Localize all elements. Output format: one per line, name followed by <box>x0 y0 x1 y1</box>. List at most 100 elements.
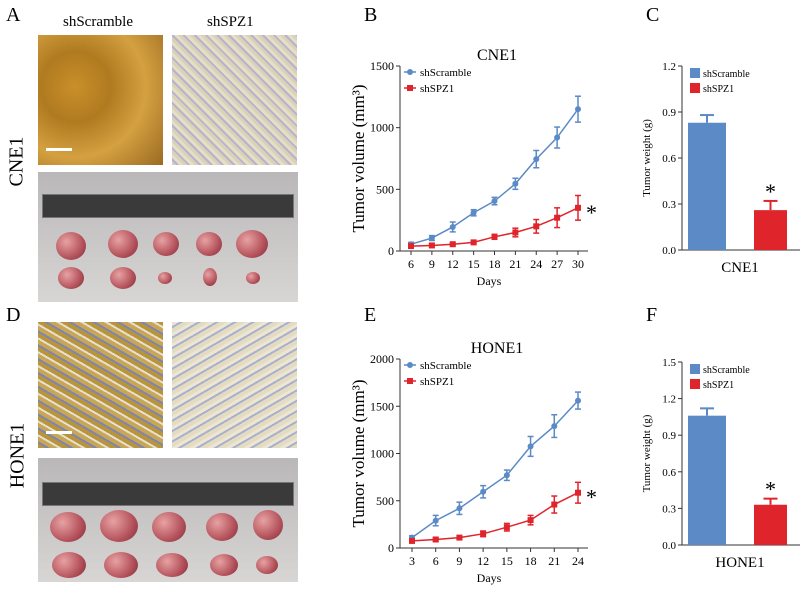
x-tick-label: 12 <box>447 257 459 271</box>
tumor <box>158 272 172 284</box>
x-tick-label: 15 <box>468 257 480 271</box>
legend-label: shSPZ1 <box>420 83 454 95</box>
significance-asterisk: * <box>765 477 776 502</box>
data-point <box>503 524 510 531</box>
y-tick-label: 500 <box>376 494 394 508</box>
legend-marker <box>407 69 413 75</box>
ihc-image-cne1-shspz1 <box>172 35 297 165</box>
ihc-image-hone1-shscramble <box>38 322 163 448</box>
data-point <box>491 198 498 205</box>
series-line-shSPZ1 <box>410 207 579 247</box>
tumor <box>196 232 222 256</box>
tumor <box>56 232 86 260</box>
tumor <box>236 230 268 258</box>
significance-asterisk: * <box>765 179 776 204</box>
y-tick-label: 0.6 <box>662 153 676 165</box>
y-axis-label: Tumor volume (mm³) <box>349 379 368 527</box>
chart-title: HONE1 <box>471 340 523 357</box>
tumor <box>108 230 138 258</box>
y-tick-label: 500 <box>376 182 394 196</box>
panel-label-e: E <box>364 304 377 326</box>
legend-label: shScramble <box>703 69 750 80</box>
tumor <box>104 552 138 578</box>
x-axis-label: HONE1 <box>715 555 764 571</box>
x-tick-label: 9 <box>456 554 462 568</box>
x-tick-label: 9 <box>429 257 435 271</box>
ruler <box>42 482 294 506</box>
y-tick-label: 0 <box>388 541 394 555</box>
data-point <box>575 106 581 113</box>
data-point <box>533 156 540 163</box>
ihc-image-cne1-shscramble <box>38 35 163 165</box>
data-point <box>554 214 561 221</box>
legend-label: shSPZ1 <box>703 84 734 95</box>
series-line-shScramble <box>411 400 579 539</box>
x-axis-label: CNE1 <box>721 260 759 276</box>
data-point <box>428 235 435 242</box>
legend-swatch <box>690 83 700 93</box>
data-point <box>449 223 456 230</box>
legend-label: shScramble <box>420 360 471 372</box>
y-tick-label: 0.3 <box>662 199 676 211</box>
y-tick-label: 2000 <box>370 352 394 366</box>
data-point <box>575 397 581 404</box>
significance-asterisk: * <box>586 485 597 510</box>
data-point <box>503 472 510 479</box>
tumor <box>152 512 186 542</box>
x-tick-label: 27 <box>551 257 563 271</box>
legend-marker <box>407 378 413 384</box>
scale-bar <box>46 431 72 434</box>
y-tick-label: 0.3 <box>662 503 676 515</box>
legend-swatch <box>690 364 700 374</box>
data-point <box>432 517 439 524</box>
data-point <box>456 534 463 541</box>
series-line-shScramble <box>410 108 579 245</box>
data-point <box>575 204 581 211</box>
legend-marker <box>407 362 413 368</box>
data-point <box>527 443 534 450</box>
data-point <box>512 229 519 236</box>
panel-label-a: A <box>6 4 21 26</box>
data-point <box>480 530 487 537</box>
data-point <box>575 489 581 496</box>
ruler <box>42 194 294 218</box>
bar-shSPZ1 <box>754 210 787 250</box>
panel-label-b: B <box>364 4 378 26</box>
data-point <box>551 501 558 508</box>
y-tick-label: 1.2 <box>662 394 676 406</box>
data-point <box>551 423 558 430</box>
data-point <box>533 223 540 230</box>
tumor-photo-hone1 <box>38 458 298 582</box>
column-label-shspz1: shSPZ1 <box>207 14 254 30</box>
ihc-image-hone1-shspz1 <box>172 322 297 448</box>
bar-shScramble <box>688 122 726 250</box>
legend-label: shScramble <box>420 67 471 79</box>
x-tick-label: 21 <box>509 257 521 271</box>
y-tick-label: 0.0 <box>662 245 676 257</box>
x-tick-label: 24 <box>530 257 542 271</box>
x-axis-label: Days <box>477 571 502 585</box>
y-tick-label: 1500 <box>370 399 394 413</box>
y-tick-label: 0 <box>388 244 394 258</box>
scale-bar <box>46 148 72 151</box>
significance-asterisk: * <box>586 200 597 225</box>
legend-swatch <box>690 379 700 389</box>
x-tick-label: 6 <box>433 554 439 568</box>
x-tick-label: 12 <box>477 554 489 568</box>
tumor <box>206 513 238 541</box>
y-axis-label: Tumor weight (g) <box>641 119 653 197</box>
legend-label: shSPZ1 <box>703 380 734 391</box>
y-tick-label: 1000 <box>370 121 394 135</box>
tumor <box>253 510 283 540</box>
x-tick-label: 18 <box>525 554 537 568</box>
y-tick-label: 0.0 <box>662 540 676 552</box>
tumor <box>100 510 138 542</box>
tumor <box>50 512 86 542</box>
panel-label-d: D <box>6 304 21 326</box>
y-tick-label: 1000 <box>370 447 394 461</box>
legend-swatch <box>690 68 700 78</box>
y-axis-label: Tumor volume (mm³) <box>349 84 368 232</box>
x-tick-label: 30 <box>572 257 584 271</box>
